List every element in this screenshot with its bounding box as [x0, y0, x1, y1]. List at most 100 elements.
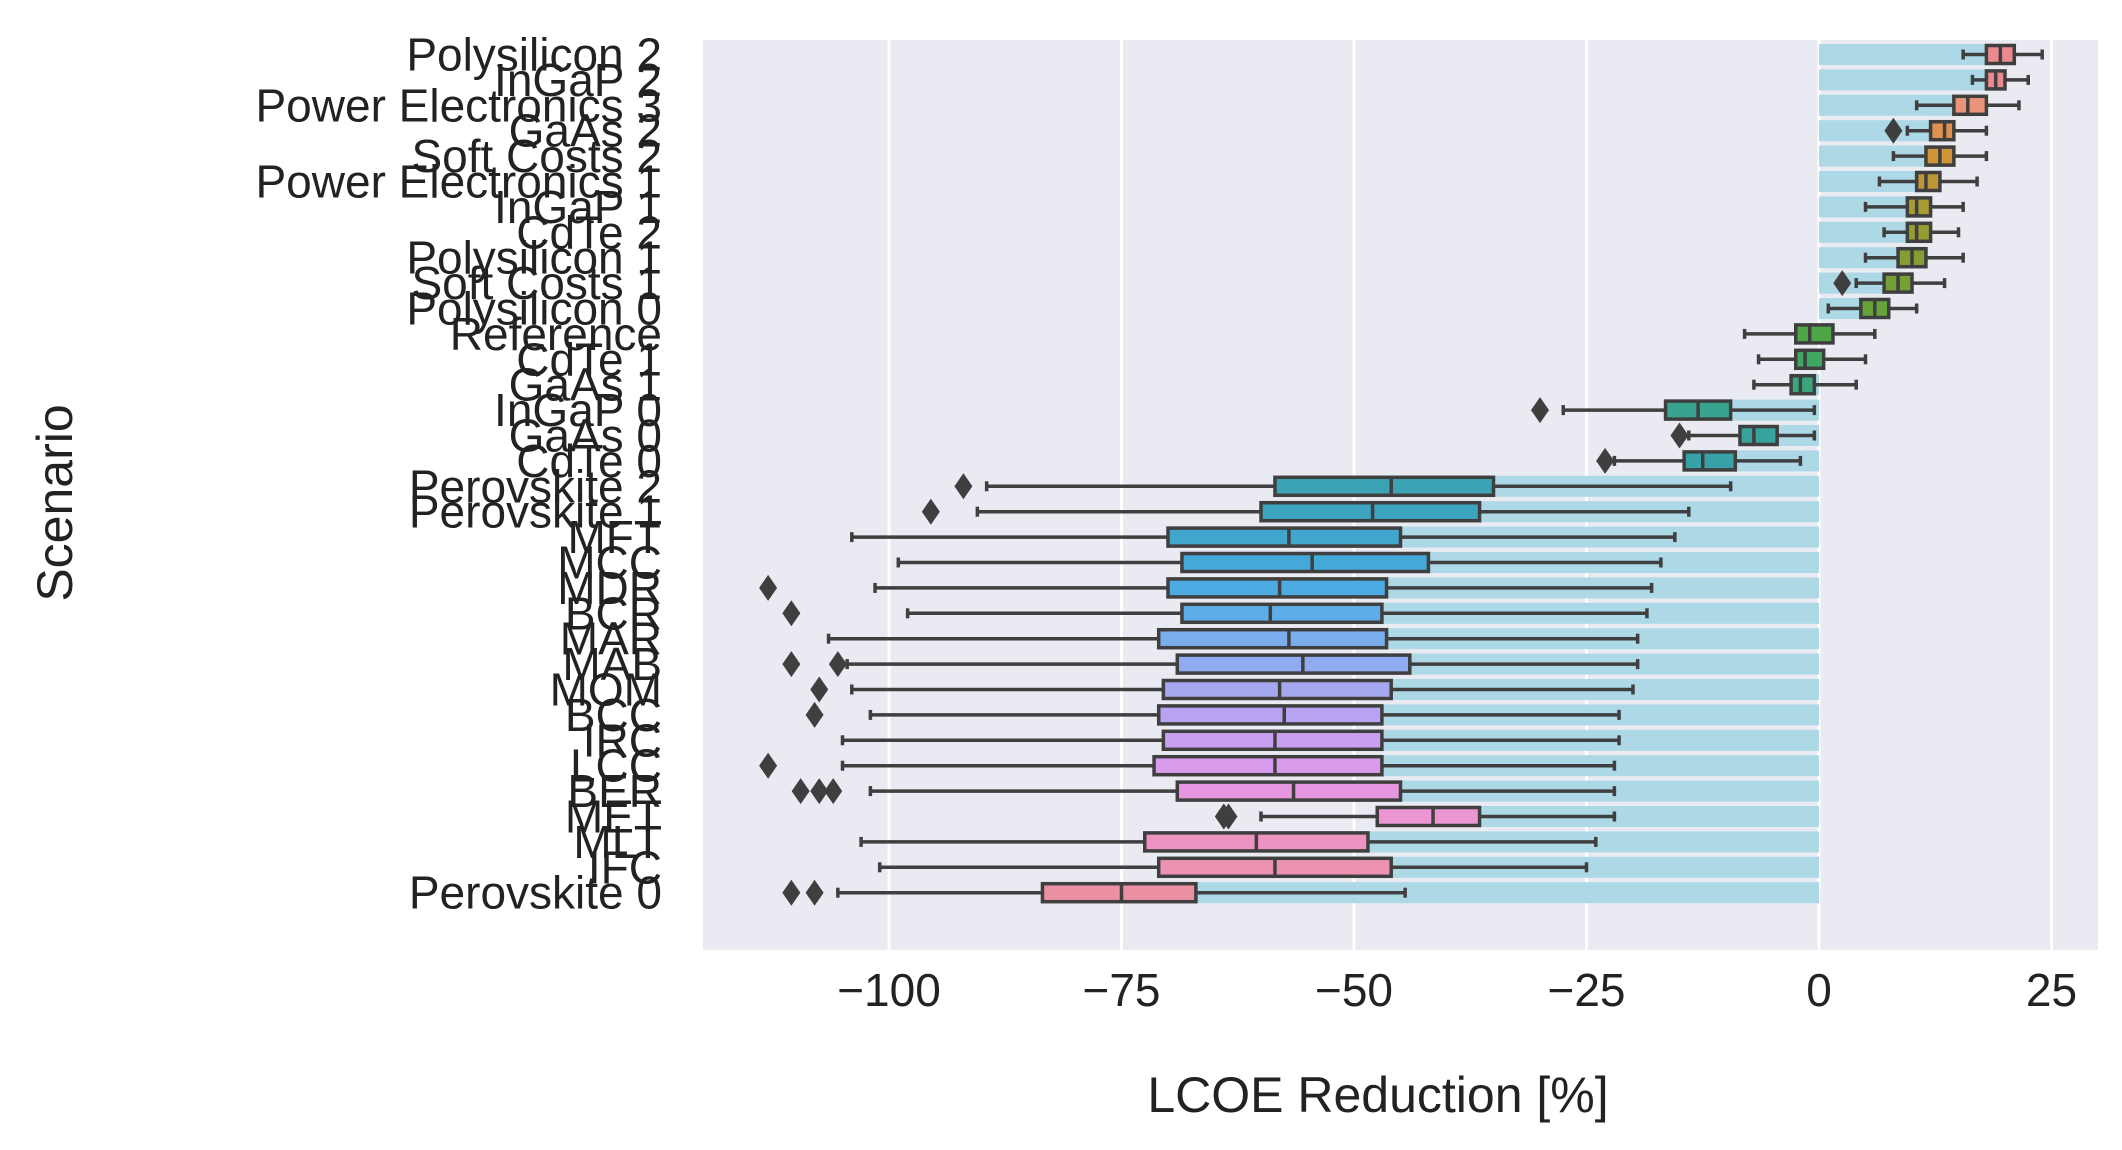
iqr-box: [1952, 94, 1989, 117]
iqr-box: [1794, 348, 1826, 371]
iqr-box: [1794, 323, 1835, 345]
outlier-marker: [1219, 803, 1238, 830]
iqr-box: [1905, 221, 1933, 244]
y-tick-label: MAR: [560, 613, 662, 665]
y-tick-label: CdTe 0: [516, 435, 662, 487]
x-tick-labels: −100 −75 −50 −25 0 25: [837, 964, 2077, 1016]
iqr-box: [1152, 754, 1384, 777]
median-bar: [1121, 882, 1819, 904]
y-tick-label: GaAs 1: [509, 359, 662, 411]
median-bar: [1819, 145, 1940, 167]
iqr-box: [1273, 475, 1496, 498]
iqr-box: [1789, 373, 1817, 396]
y-tick-label: IRC: [583, 714, 662, 766]
y-tick-label: Polysilicon 1: [406, 232, 662, 284]
outlier-marker: [759, 752, 778, 779]
median-bar: [1819, 69, 1996, 91]
x-tick-label: −75: [1082, 964, 1160, 1016]
iqr-box: [1161, 729, 1384, 752]
outlier-marker: [810, 778, 829, 805]
iqr-box: [1175, 653, 1412, 675]
outlier-marker: [791, 778, 810, 805]
x-tick-label: 0: [1806, 964, 1832, 1016]
iqr-box: [1156, 704, 1384, 726]
median-bar: [1433, 806, 1819, 827]
iqr-box: [1738, 424, 1779, 447]
y-tick-label: BCC: [565, 689, 662, 741]
iqr-box: [1914, 170, 1942, 193]
iqr-box: [1905, 196, 1933, 218]
iqr-box: [1175, 780, 1403, 802]
outlier-marker: [782, 651, 801, 678]
y-tick-label: MFT: [567, 511, 662, 563]
y-tick-label: BCR: [565, 587, 662, 639]
y-tick-label: BER: [567, 765, 662, 817]
iqr-box: [1928, 119, 1956, 142]
y-tick-label: InGaP 1: [494, 181, 662, 233]
outlier-marker: [810, 676, 829, 703]
x-tick-label: −25: [1547, 964, 1625, 1016]
box-layer: [759, 43, 2044, 906]
outlier-marker: [1531, 397, 1549, 424]
y-tick-label: MOM: [550, 664, 662, 716]
outlier-marker: [1884, 117, 1903, 144]
outlier-marker: [759, 574, 778, 601]
y-tick-label: Soft Costs 2: [411, 130, 662, 182]
iqr-box: [1180, 602, 1384, 625]
y-tick-label: Reference: [450, 308, 662, 360]
y-tick-label: CdTe 2: [516, 206, 662, 258]
x-tick-label: −100: [837, 964, 941, 1016]
median-bar: [1819, 221, 1917, 243]
outlier-marker: [1833, 270, 1852, 297]
median-bar: [1819, 120, 1945, 142]
y-tick-label: MET: [565, 791, 662, 843]
y-tick-label: GaAs 2: [509, 105, 662, 157]
y-tick-label: LCC: [570, 740, 662, 792]
outlier-marker: [782, 879, 801, 906]
outlier-marker: [828, 651, 847, 678]
median-bar: [1819, 94, 1968, 116]
outlier-marker: [921, 498, 940, 525]
outlier-marker: [805, 879, 824, 906]
y-tick-label: InGaP 2: [494, 54, 662, 106]
y-tick-label: MLT: [573, 816, 662, 868]
y-axis-title: Scenario: [27, 404, 83, 601]
iqr-box: [1682, 450, 1738, 472]
y-tick-label: Perovskite 0: [409, 867, 662, 919]
outlier-marker: [954, 473, 973, 500]
outlier-marker: [1670, 422, 1689, 449]
iqr-box: [1040, 881, 1198, 904]
y-tick-label: Soft Costs 1: [411, 257, 662, 309]
outlier-marker: [782, 600, 801, 627]
y-tick-label: GaAs 0: [509, 410, 662, 462]
y-tick-label: Perovskite 1: [409, 486, 662, 538]
iqr-box: [1156, 627, 1389, 650]
median-bar: [1819, 171, 1926, 192]
median-bar: [1819, 44, 2001, 65]
outlier-marker: [805, 701, 824, 728]
outlier-marker: [824, 778, 843, 805]
y-tick-label: Polysilicon 0: [406, 283, 662, 335]
outlier-marker: [1596, 447, 1615, 474]
y-tick-label: Power Electronics 1: [256, 156, 663, 208]
y-tick-label: InGaP 0: [494, 384, 662, 436]
iqr-box: [1259, 500, 1482, 523]
y-tick-label: MAB: [562, 638, 662, 690]
y-tick-label: MCC: [557, 537, 662, 589]
y-tick-label: Power Electronics 3: [256, 79, 663, 131]
x-axis-title: LCOE Reduction [%]: [1147, 1067, 1608, 1123]
iqr-box: [1166, 577, 1389, 599]
y-tick-label: MDR: [557, 562, 662, 614]
x-tick-label: −50: [1315, 964, 1393, 1016]
iqr-box: [1161, 678, 1393, 701]
x-tick-label: 25: [2026, 964, 2077, 1016]
y-tick-label: Polysilicon 2: [406, 29, 662, 81]
y-tick-label: Perovskite 2: [409, 460, 662, 512]
iqr-box: [1166, 526, 1403, 548]
iqr-box: [1180, 551, 1431, 574]
y-tick-label: CdTe 1: [516, 333, 662, 385]
iqr-box: [1375, 805, 1482, 828]
y-tick-label: IFC: [588, 841, 662, 893]
